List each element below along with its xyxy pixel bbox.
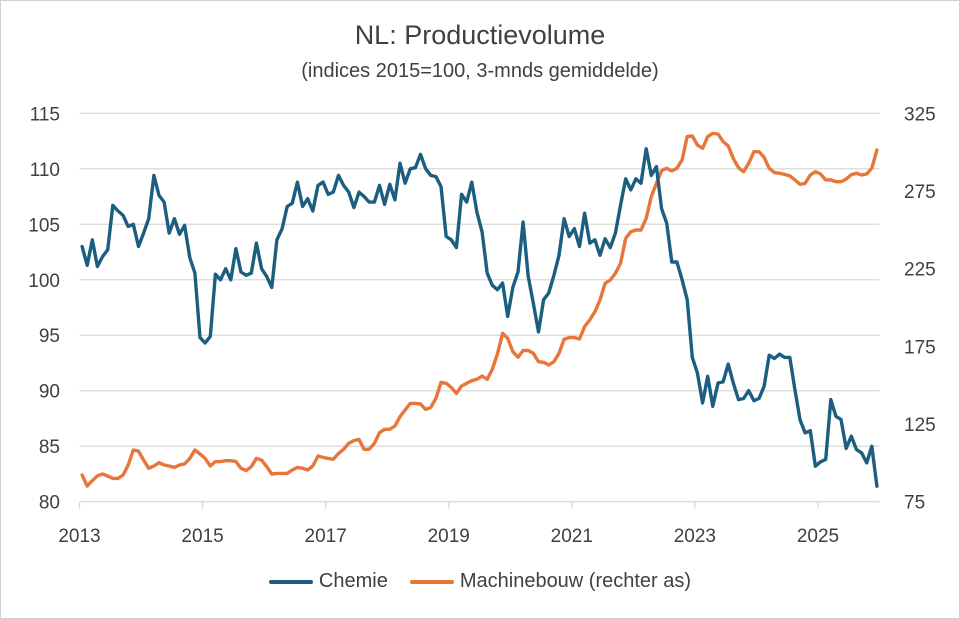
legend-item-chemie: Chemie	[268, 570, 388, 593]
legend-swatch-chemie	[268, 579, 313, 584]
legend-item-machinebouw: Machinebouw (rechter as)	[409, 570, 692, 593]
y-left-tick-label: 90	[39, 382, 60, 403]
y-right-tick-label: 275	[904, 182, 936, 203]
y-right-tick-label: 225	[904, 260, 936, 281]
y-left-tick-label: 105	[28, 215, 60, 236]
y-left-tick-label: 95	[39, 326, 60, 347]
x-tick-label: 2025	[797, 526, 839, 547]
y-left-tick-label: 115	[30, 104, 60, 125]
legend-swatch-machinebouw	[409, 579, 454, 584]
x-tick-label: 2021	[551, 526, 593, 547]
chart-title: NL: Productievolume	[354, 20, 606, 50]
legend: Chemie Machinebouw (rechter as)	[0, 570, 960, 593]
y-left-tick-label: 110	[30, 160, 60, 181]
series-line-machinebouw	[80, 131, 879, 488]
y-right-tick-label: 175	[904, 337, 936, 358]
legend-label-chemie: Chemie	[318, 570, 388, 592]
x-tick-label: 2023	[674, 526, 716, 547]
x-tick-label: 2017	[305, 526, 347, 547]
x-tick-label: 2013	[58, 526, 100, 547]
y-left-tick-label: 85	[39, 437, 60, 458]
chart-subtitle: (indices 2015=100, 3-mnds gemiddelde)	[301, 60, 659, 82]
y-right-tick-label: 125	[904, 415, 936, 436]
y-left-tick-label: 100	[28, 271, 60, 292]
x-tick-label: 2019	[428, 526, 470, 547]
y-right-tick-label: 75	[904, 493, 925, 514]
legend-label-machinebouw: Machinebouw (rechter as)	[459, 570, 692, 592]
y-right-tick-label: 325	[904, 104, 936, 125]
series-line-chemie	[80, 147, 879, 488]
y-left-tick-label: 80	[39, 493, 60, 514]
x-tick-label: 2015	[181, 526, 223, 547]
